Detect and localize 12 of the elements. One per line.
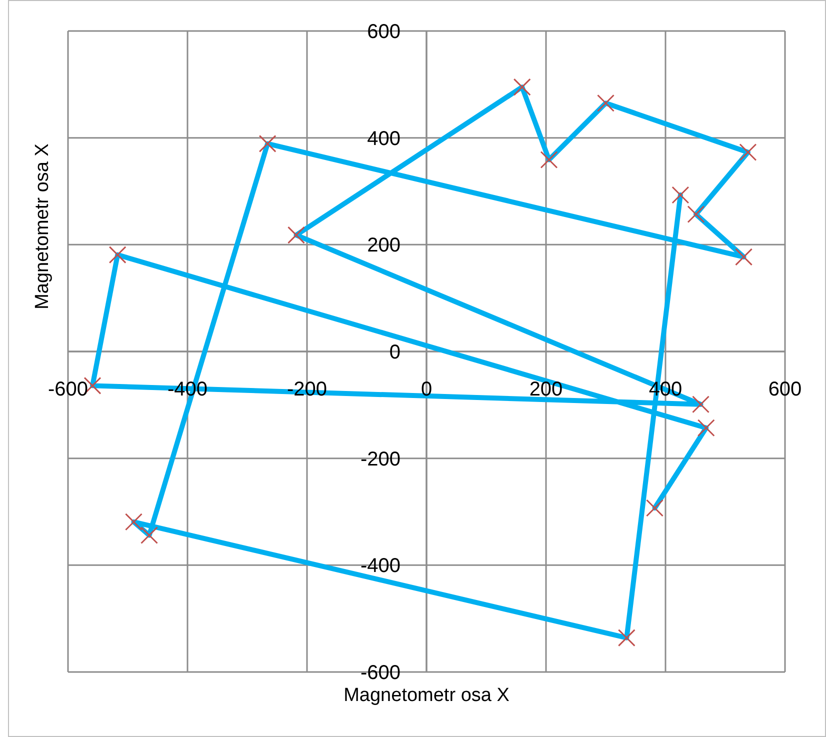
x-tick-label: 600 (768, 378, 802, 400)
y-tick-label: -400 (360, 555, 400, 578)
x-tick-label: -600 (48, 378, 88, 400)
y-tick-label: 600 (367, 21, 400, 43)
x-axis-title: Magnetometr osa X (344, 685, 510, 706)
y-tick-label: 0 (389, 342, 400, 364)
y-tick-label: -600 (360, 662, 400, 684)
x-tick-label: 200 (529, 378, 563, 400)
y-axis-title: Magnetometr osa X (32, 143, 53, 310)
y-tick-label: -200 (360, 448, 400, 470)
y-tick-label: 400 (367, 128, 400, 150)
y-tick-label: 200 (367, 234, 400, 257)
